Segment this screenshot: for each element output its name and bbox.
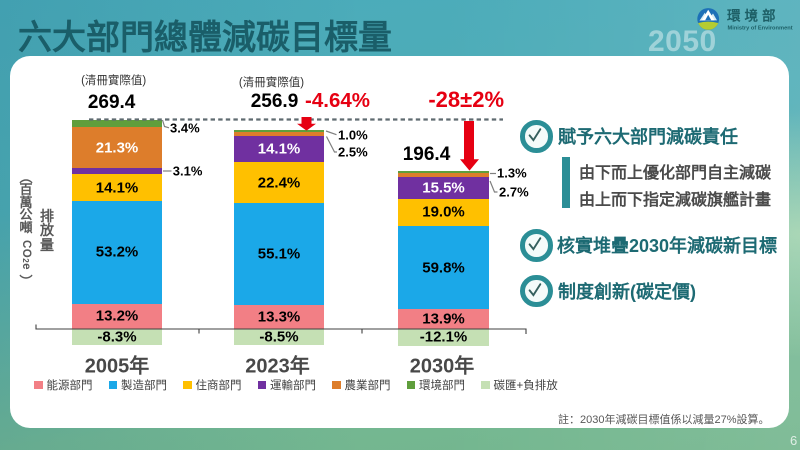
svg-text:環境部: 環境部 bbox=[727, 8, 780, 24]
svg-text:Ministry of Environment: Ministry of Environment bbox=[728, 26, 793, 32]
